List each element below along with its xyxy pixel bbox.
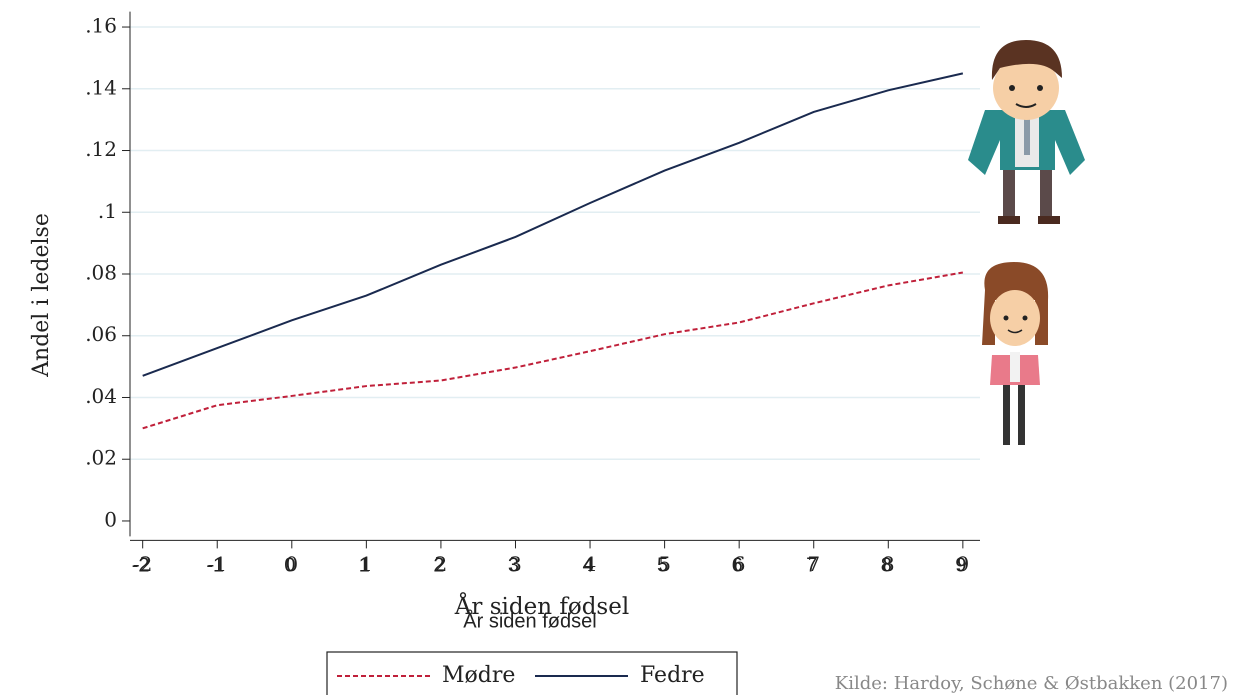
x-axis-label: År siden fødsel [454,592,629,620]
y-tick-label: .16 [85,14,117,38]
x-axis-label-overlay: År siden fødsel [463,609,596,632]
x-tick-label: 6 [733,552,746,576]
y-tick-label: 0 [104,507,117,531]
legend-label: Fedre [640,663,705,688]
x-tick-label-overlay: -2 [132,555,150,577]
x-tick-label-overlay: 2 [433,555,444,577]
x-tick-label-overlay: 8 [881,555,892,577]
x-tick-label-overlay: 3 [508,555,519,577]
man-illustration [968,40,1085,224]
axes: 0.02.04.06.08.1.12.14.16-2-2 -1-1 00 11 22 33… [85,11,980,577]
y-tick-label: .08 [85,261,117,285]
x-tick-label-overlay: 4 [582,555,593,577]
y-tick-label: .12 [85,137,117,161]
x-tick-label: 5 [658,552,671,576]
x-tick-label-overlay: 7 [806,555,817,577]
source-note: Kilde: Hardoy, Schøne & Østbakken (2017) [835,673,1228,694]
x-tick-label-overlay: 5 [657,555,668,577]
x-tick-label-overlay: 0 [284,555,295,577]
y-axis-label: Andel i ledelse [29,213,54,378]
y-tick-label: .06 [85,322,117,346]
x-tick-label: 9 [956,552,969,576]
x-tick-label: 7 [807,552,820,576]
woman-illustration [982,262,1049,445]
x-tick-label: 2 [435,552,448,576]
x-tick-label-overlay: 1 [359,555,370,577]
x-tick-label-overlay: 6 [732,555,743,577]
y-tick-label: .14 [85,75,117,99]
y-tick-label: .02 [85,446,117,470]
x-tick-label: 4 [584,552,597,576]
x-tick-label: 0 [285,552,298,576]
x-tick-label: 3 [509,552,522,576]
y-tick-label: .04 [85,384,117,408]
x-tick-label: 1 [360,552,373,576]
x-tick-label-overlay: -1 [206,555,224,577]
series-line [142,72,964,377]
y-tick-label: .1 [98,199,117,223]
legend-box [326,651,738,695]
x-tick-label: 8 [882,552,895,576]
x-tick-label: -1 [207,552,226,576]
x-tick-label-overlay: 9 [955,555,966,577]
legend-label: Mødre [442,663,515,688]
series-line [142,271,964,430]
x-tick-label: -2 [133,552,152,576]
